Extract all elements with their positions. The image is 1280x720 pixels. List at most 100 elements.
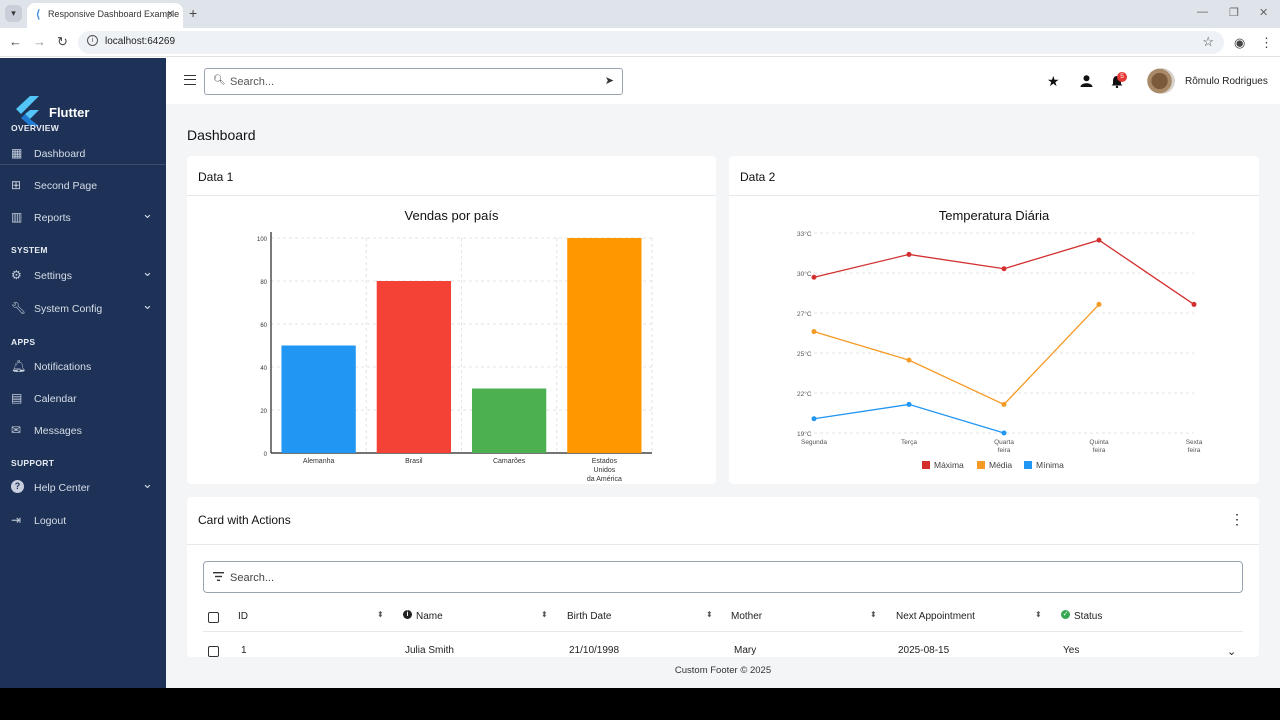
card-title: Card with Actions [198,513,291,527]
legend-label: Máxima [934,460,964,470]
row-checkbox[interactable] [208,646,219,657]
search-icon: 🔍︎ [213,75,226,86]
sidebar-item-system-config[interactable]: 🔧︎ System Config ⌄ [0,295,166,323]
x-tick-label: Brasil [405,458,423,465]
legend-label: Mínima [1036,460,1064,470]
card-title: Data 2 [740,170,776,184]
hamburger-menu-icon[interactable] [184,75,196,85]
avatar[interactable] [1147,68,1175,94]
sidebar-item-settings[interactable]: ⚙ Settings ⌄ [0,262,166,290]
expand-row-icon[interactable]: ⌄ [1227,646,1237,657]
card-divider [187,195,716,196]
browser-menu-icon[interactable]: ⋮ [1260,35,1273,50]
sidebar-item-second-page[interactable]: ⊞ Second Page [0,172,166,200]
sidebar-item-label: Notifications [34,361,92,373]
y-tick-label: 25°C [797,350,812,358]
profile-icon[interactable]: ◉ [1234,35,1246,50]
sidebar-item-label: Second Page [34,180,98,192]
help-icon: ? [11,480,24,493]
brand-name: Flutter [49,105,90,120]
column-header-birth-date[interactable]: Birth Date [567,611,612,622]
sidebar-item-logout[interactable]: ⇥ Logout [0,507,166,535]
card-title: Data 1 [198,170,234,184]
address-bar[interactable]: i localhost:64269 ☆ [78,31,1224,54]
sidebar: Flutter OVERVIEW ▦ Dashboard ⊞ Second Page ▥ R… [0,58,166,688]
data-point [1001,430,1007,436]
send-icon[interactable]: ➤ [604,75,614,87]
close-tab-icon[interactable]: × [167,8,174,20]
sidebar-item-label: Settings [34,270,72,282]
restore-icon[interactable]: ❐ [1229,7,1239,19]
new-tab-icon[interactable]: + [189,5,198,21]
sidebar-item-reports[interactable]: ▥ Reports ⌄ [0,204,166,232]
browser-tab[interactable]: ⟨ Responsive Dashboard Example × [27,3,183,28]
more-options-icon[interactable]: ⋮ [1230,511,1244,527]
sort-icon[interactable]: ⬍ [706,610,713,619]
forward-icon[interactable]: → [33,34,46,49]
x-tick-label: Quarta [994,439,1014,446]
column-header-next-appointment[interactable]: Next Appointment [896,611,975,622]
table-search-bar [203,561,1243,593]
reload-icon[interactable]: ↻ [57,34,68,49]
star-icon[interactable]: ★ [1047,73,1060,89]
column-header-name[interactable]: Name [416,611,443,622]
x-tick-label: feira [998,447,1011,454]
card-divider [187,544,1259,545]
select-all-checkbox[interactable] [208,612,219,623]
sort-icon[interactable]: ⬍ [541,610,548,619]
chevron-down-icon[interactable]: ⌄ [142,206,153,221]
sort-icon[interactable]: ⬍ [1035,610,1042,619]
back-icon[interactable]: ← [9,34,22,49]
y-tick-label: 30°C [797,270,812,278]
sidebar-item-label: Logout [34,515,67,527]
sidebar-item-label: System Config [34,303,103,315]
person-icon[interactable] [1080,75,1093,87]
column-header-status[interactable]: Status [1074,611,1103,622]
chevron-down-icon[interactable]: ⌄ [142,264,153,279]
table-search-input[interactable] [230,569,1130,587]
cell-id: 1 [241,645,247,656]
line-chart: 19°C 22°C 25°C 27°C 30°C 33°C Segunda Terça Quar… [797,230,1203,470]
sidebar-item-messages[interactable]: ✉ Messages [0,417,166,445]
data-point [1096,301,1102,307]
check-circle-icon: ✓ [1061,610,1070,619]
minimize-icon[interactable]: — [1197,6,1208,18]
site-info-icon[interactable]: i [87,35,98,46]
sort-icon[interactable]: ⬍ [377,610,384,619]
card-divider [729,195,1259,196]
sidebar-item-calendar[interactable]: ▤ Calendar [0,385,166,413]
sidebar-item-label: Reports [34,212,71,224]
data-point [1001,266,1007,272]
chevron-down-icon[interactable]: ⌄ [142,476,153,491]
sidebar-item-help-center[interactable]: ? Help Center ⌄ [0,474,166,502]
sidebar-item-dashboard[interactable]: ▦ Dashboard [0,140,166,168]
cell-mother: Mary [734,645,757,656]
legend-swatch [922,461,930,469]
x-tick-label: Alemanha [303,458,335,465]
sidebar-item-label: Calendar [34,393,77,405]
sidebar-item-notifications[interactable]: 🔔︎ Notifications [0,353,166,381]
sidebar-section-title: OVERVIEW [11,123,60,133]
chevron-down-icon[interactable]: ⌄ [142,297,153,312]
browser-window: ▾ ⟨ Responsive Dashboard Example × + — ❐… [0,0,1280,688]
data-point [1191,301,1197,307]
x-tick-label: Sexta [1186,439,1203,446]
y-tick-label: 60 [260,323,267,329]
search-input[interactable] [230,73,590,91]
x-tick-label: Unidos [593,467,615,474]
user-name[interactable]: Rômulo Rodrigues [1185,76,1268,87]
tab-search-button[interactable]: ▾ [5,5,22,22]
mail-icon: ✉ [11,423,22,437]
bookmark-star-icon[interactable]: ☆ [1202,34,1214,49]
column-header-id[interactable]: ID [238,611,248,622]
data2-card: Data 2 Temperatura Diária 19°C 22°C 25°C 27… [729,156,1259,484]
sidebar-section-title: APPS [11,337,36,347]
y-tick-label: 80 [260,280,267,286]
data-point [906,251,912,257]
x-tick-label: feira [1093,447,1106,454]
sidebar-item-label: Help Center [34,482,91,494]
close-window-icon[interactable]: ✕ [1259,7,1269,19]
column-header-mother[interactable]: Mother [731,611,763,622]
sidebar-section-title: SUPPORT [11,458,55,468]
sort-icon[interactable]: ⬍ [870,610,877,619]
